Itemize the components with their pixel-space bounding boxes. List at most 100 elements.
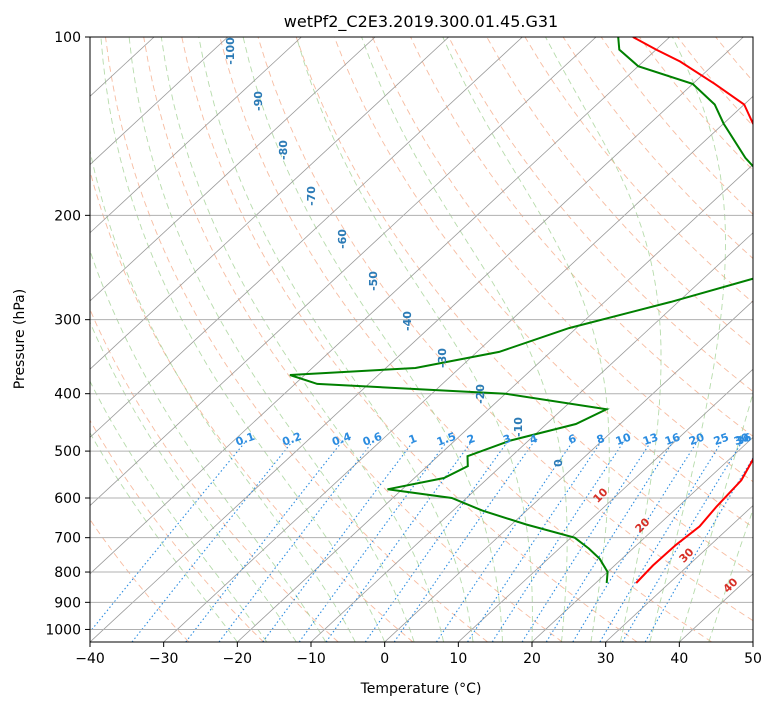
isotherm — [90, 37, 450, 370]
isotherm-label: -90 — [252, 91, 265, 111]
isotherm — [90, 37, 376, 302]
mixing-ratio-line — [572, 440, 699, 642]
isotherm-label: -70 — [305, 186, 318, 206]
mixing-ratio-label: 16 — [663, 430, 682, 448]
mixing-ratio-line — [467, 440, 603, 642]
moist-adiabat — [678, 391, 753, 642]
dry-adiabat — [90, 419, 264, 642]
dry-adiabat — [371, 37, 753, 483]
moist-adiabat — [295, 37, 533, 642]
mixing-ratio-line — [521, 440, 653, 642]
y-axis-label: Pressure (hPa) — [12, 289, 28, 389]
mixing-ratio-label: 3 — [501, 432, 513, 447]
y-tick-label: 600 — [54, 491, 81, 507]
y-tick-label: 100 — [54, 30, 81, 46]
isotherm — [531, 436, 753, 642]
moist-adiabat — [160, 37, 445, 642]
x-tick-label: 20 — [523, 651, 541, 667]
isotherm-label: -80 — [277, 140, 290, 160]
x-tick-label: −20 — [223, 651, 253, 667]
temperature-profile-line — [632, 37, 753, 584]
y-axis-ticks: 100 200 300 400 500 600 700 800 900 1000 — [45, 30, 90, 638]
mixing-ratio-label: 20 — [687, 430, 706, 448]
isotherm — [384, 300, 753, 642]
dry-adiabat — [181, 37, 638, 642]
x-tick-label: −30 — [149, 651, 179, 667]
isotherm — [310, 232, 753, 642]
x-axis-label: Temperature (°C) — [360, 681, 482, 697]
mixing-ratio-label: 25 — [712, 431, 731, 448]
isotherm — [90, 37, 302, 234]
x-tick-label: 40 — [670, 651, 688, 667]
x-tick-label: −40 — [75, 651, 105, 667]
y-tick-label: 800 — [54, 565, 81, 581]
mixing-ratio-label: 30 — [732, 430, 751, 448]
mixing-ratio-line — [491, 440, 625, 642]
dry-adiabat — [90, 169, 414, 642]
mixing-ratio-line — [435, 440, 574, 642]
mixing-ratio-label: 2 — [465, 432, 477, 447]
mixing-ratio-label: 6 — [566, 432, 578, 447]
dry-adiabat — [333, 37, 753, 528]
isotherm-label: -60 — [336, 229, 349, 249]
mixing-ratio-line — [262, 440, 415, 642]
isotherm-label: -20 — [474, 384, 487, 404]
mixing-ratio-line — [185, 440, 344, 642]
mixing-ratio-label: 0.1 — [234, 430, 257, 449]
moist-adiabat — [100, 37, 386, 642]
isotherm — [237, 163, 753, 642]
y-tick-label: 400 — [54, 387, 81, 403]
moist-adiabat — [242, 37, 503, 642]
dry-adiabat — [219, 37, 712, 642]
moist-adiabat — [545, 37, 662, 642]
mixing-ratio-label: 1.5 — [435, 430, 458, 449]
plot-frame — [89, 36, 754, 643]
isotherm — [605, 505, 753, 642]
x-tick-label: 30 — [597, 651, 615, 667]
mixing-ratio-line — [599, 440, 723, 642]
moist-adiabat — [708, 508, 753, 642]
mixing-ratio-line — [325, 440, 473, 642]
isotherm-label: -40 — [401, 311, 414, 331]
isotherm-label: -50 — [367, 271, 380, 291]
dry-adiabat — [295, 37, 753, 575]
moist-adiabat — [90, 380, 268, 642]
mixing-ratio-line — [393, 440, 536, 642]
y-tick-label: 700 — [54, 531, 81, 547]
mixing-ratio-line — [644, 456, 753, 642]
y-tick-label: 200 — [54, 208, 81, 224]
mixing-ratio-label: 0.2 — [280, 430, 303, 449]
isotherm — [90, 37, 671, 575]
mixing-ratio-line — [298, 440, 449, 642]
isotherm — [163, 95, 753, 642]
isotherm — [458, 368, 753, 642]
y-tick-label: 900 — [54, 595, 81, 611]
line-labels: -100-90-80-70-60-50-40-30-20-10010203040… — [224, 37, 754, 596]
mixing-ratio-label: 0.6 — [361, 430, 384, 449]
isotherm — [90, 37, 523, 438]
y-tick-label: 1000 — [45, 622, 81, 638]
mixing-ratio-label: 1 — [407, 432, 419, 447]
background-lines — [90, 37, 753, 642]
moist-adiabat — [649, 37, 726, 642]
mixing-ratio-label: 13 — [641, 431, 660, 448]
mixing-ratio-line — [90, 440, 247, 633]
dewpoint-profile-line — [289, 37, 753, 584]
isotherm-label: -100 — [224, 37, 237, 65]
dry-adiabat — [143, 37, 563, 642]
moist-adiabat — [442, 37, 610, 642]
x-tick-label: 0 — [380, 651, 389, 667]
mixing-ratio-line — [131, 440, 294, 642]
mixing-ratio-label: 8 — [595, 432, 607, 447]
moist-adiabat — [90, 431, 238, 642]
dry-adiabat — [257, 37, 753, 622]
mixing-ratio-label: 10 — [614, 430, 633, 448]
x-tick-label: −10 — [296, 651, 326, 667]
moist-adiabat — [361, 37, 568, 642]
x-tick-label: 10 — [449, 651, 467, 667]
mixing-ratio-label: 0.4 — [330, 430, 353, 449]
y-tick-label: 300 — [54, 313, 81, 329]
chart-title: wetPf2_C2E3.2019.300.01.45.G31 — [284, 12, 558, 32]
